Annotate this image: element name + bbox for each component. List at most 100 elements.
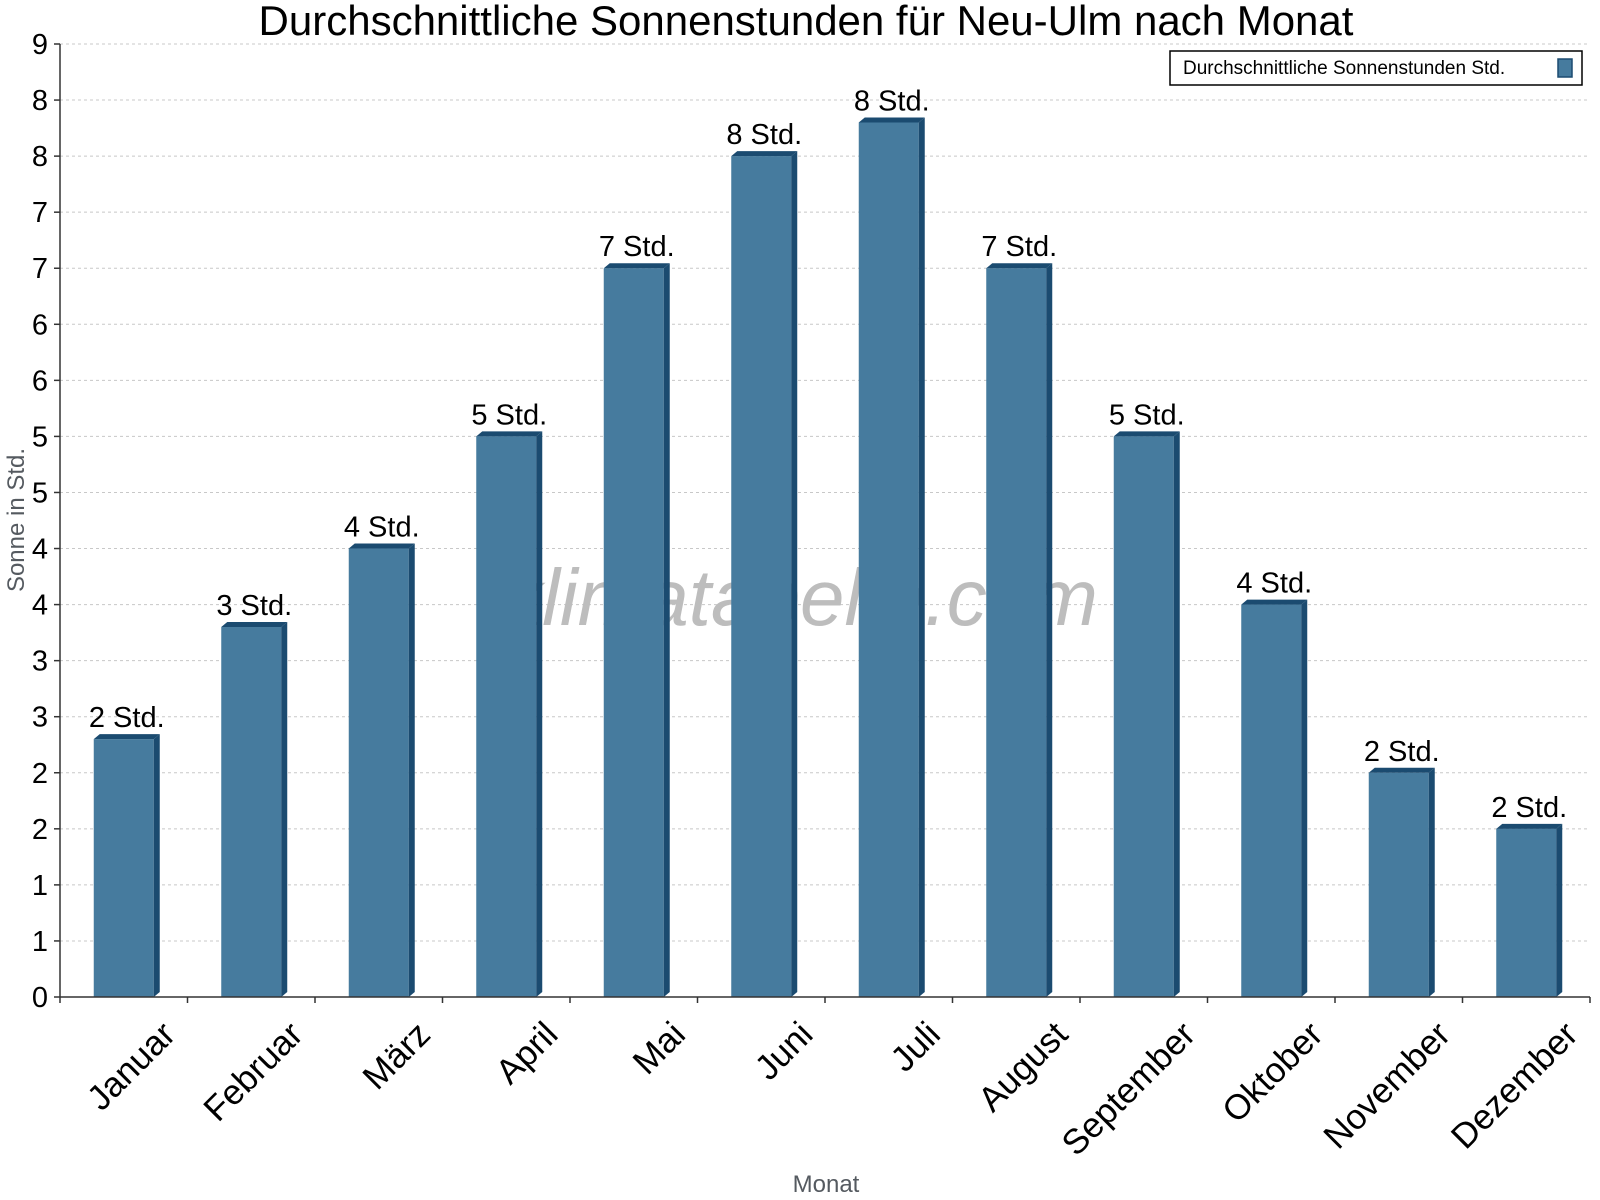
bar-top <box>603 263 670 269</box>
bar-side <box>918 117 925 997</box>
x-tick-label: September <box>1054 1014 1203 1163</box>
bar-value-label: 2 Std. <box>1491 792 1567 824</box>
bar-value-label: 5 Std. <box>1109 399 1185 431</box>
x-tick-label: April <box>488 1015 565 1092</box>
bar-top <box>1496 823 1563 829</box>
y-axis-title: Sonne in Std. <box>3 448 30 592</box>
x-tick-label: Mai <box>625 1015 692 1082</box>
bar-value-labels: 2 Std. 3 Std. 4 Std. 5 Std. 7 Std. 8 Std. 8 St… <box>89 85 1567 823</box>
y-tick-label: 4 <box>32 590 48 622</box>
bar-front <box>1113 436 1174 998</box>
x-tick-labels: Januar Februar März April Mai Juni Juli AugustS… <box>80 1014 1586 1163</box>
bar-side <box>663 263 670 997</box>
y-tick-label: 5 <box>32 477 48 509</box>
bar-side <box>153 734 160 997</box>
bar-value-label: 4 Std. <box>1236 568 1312 600</box>
bar <box>93 734 160 997</box>
bar-side <box>791 151 798 997</box>
x-axis-title: Monat <box>793 1171 860 1198</box>
bar-side <box>1556 823 1563 997</box>
legend-box <box>1169 50 1583 86</box>
x-tick-label: Juli <box>883 1015 948 1080</box>
bar-front <box>731 156 792 997</box>
gridlines <box>60 43 1590 942</box>
bar <box>603 263 670 997</box>
bar-side <box>1428 767 1435 997</box>
x-tick-label: November <box>1316 1014 1458 1156</box>
y-tick-label: 6 <box>32 365 48 397</box>
y-tick-label: 8 <box>32 141 48 173</box>
legend: Durchschnittliche Sonnenstunden Std. <box>1169 50 1583 86</box>
bar-side <box>1173 431 1180 998</box>
y-tick-label: 2 <box>32 814 48 846</box>
bar <box>1368 767 1435 997</box>
bar <box>858 117 925 997</box>
bar-front <box>603 268 664 997</box>
x-tick-label: Dezember <box>1444 1014 1586 1156</box>
bar-value-label: 4 Std. <box>344 512 420 544</box>
bar-top <box>731 151 798 157</box>
bar <box>348 543 415 997</box>
y-tick-labels: 0 1 1 2 2 3 3 4 4 5 5 6 6 7 7 8 8 9 <box>32 29 48 1014</box>
bar-front <box>476 436 537 998</box>
bar-value-label: 5 Std. <box>471 399 547 431</box>
axes <box>54 43 1591 1003</box>
bar-value-label: 8 Std. <box>854 85 930 117</box>
bar-value-label: 7 Std. <box>981 231 1057 263</box>
bar-side <box>281 622 288 997</box>
x-tick-label: August <box>971 1014 1076 1119</box>
bar-top <box>221 622 288 628</box>
bar-top <box>476 431 543 437</box>
legend-swatch <box>1557 58 1573 78</box>
bar-value-label: 7 Std. <box>599 231 675 263</box>
x-tick-label: Juni <box>747 1015 820 1088</box>
x-tick-label: Februar <box>196 1014 310 1128</box>
bar <box>476 431 543 998</box>
bar-top <box>93 734 160 740</box>
y-tick-label: 3 <box>32 702 48 734</box>
bar-front <box>986 268 1047 997</box>
bar <box>1496 823 1563 997</box>
bar <box>1113 431 1180 998</box>
x-tick-label: Oktober <box>1215 1014 1331 1130</box>
y-tick-label: 3 <box>32 646 48 678</box>
y-tick-label: 9 <box>32 29 48 61</box>
bars <box>93 117 1563 998</box>
y-tick-label: 7 <box>32 197 48 229</box>
bar-top <box>1113 431 1180 437</box>
chart-title: Durchschnittliche Sonnenstunden für Neu-… <box>259 0 1354 44</box>
x-tick-label: März <box>355 1015 438 1098</box>
bar-side <box>536 431 543 998</box>
bar-front <box>348 548 409 997</box>
bar-front <box>93 739 154 997</box>
bar <box>986 263 1053 997</box>
bar-top <box>1241 599 1308 605</box>
bar-front <box>1241 604 1302 997</box>
bar-front <box>1496 828 1557 997</box>
x-tick-label: Januar <box>80 1014 183 1117</box>
bar-front <box>221 627 282 997</box>
legend-label: Durchschnittliche Sonnenstunden Std. <box>1183 58 1505 79</box>
y-tick-label: 1 <box>32 926 48 958</box>
y-tick-label: 5 <box>32 421 48 453</box>
bar-top <box>1368 767 1435 773</box>
bar-side <box>408 543 415 997</box>
bar <box>731 151 798 997</box>
bar-top <box>986 263 1053 269</box>
bar-value-label: 2 Std. <box>1364 736 1440 768</box>
y-tick-label: 1 <box>32 870 48 902</box>
y-tick-label: 0 <box>32 982 48 1014</box>
bar <box>1241 599 1308 997</box>
y-tick-label: 6 <box>32 309 48 341</box>
bar-side <box>1301 599 1308 997</box>
y-tick-label: 8 <box>32 85 48 117</box>
bar-value-label: 3 Std. <box>216 590 292 622</box>
bar-top <box>858 117 925 123</box>
bar-value-label: 2 Std. <box>89 702 165 734</box>
y-tick-label: 4 <box>32 534 48 566</box>
bar-top <box>348 543 415 549</box>
bar-front <box>1368 772 1429 997</box>
bar-value-label: 8 Std. <box>726 119 802 151</box>
y-tick-label: 2 <box>32 758 48 790</box>
